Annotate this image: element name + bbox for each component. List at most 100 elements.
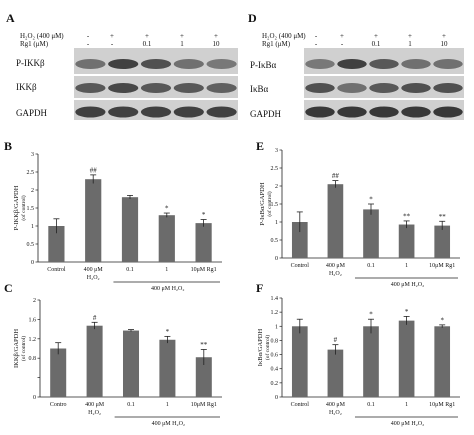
significance-marker: ** <box>403 212 411 220</box>
y-tick-label: 0.6 <box>271 353 279 359</box>
bar <box>434 225 451 258</box>
blot-label-p-ikba: P-IκBα <box>250 60 277 70</box>
blot-band <box>369 106 399 118</box>
y-tick-label: 0 <box>31 260 34 266</box>
y-tick-label: 0.5 <box>27 242 35 248</box>
y-tick-label: 1 <box>31 224 34 230</box>
lane-rg1-value: - <box>111 40 114 48</box>
lane-h2o2-value: + <box>145 32 149 40</box>
x-tick-label: 0.1 <box>367 402 375 408</box>
blot-band <box>401 83 431 93</box>
blot-band <box>369 83 399 93</box>
lane-rg1-value: - <box>315 40 318 48</box>
significance-marker: * <box>165 205 169 213</box>
lane-h2o2-value: + <box>180 32 184 40</box>
blot-band <box>305 83 335 93</box>
group-label: 400 μM H₂O₂ <box>152 421 185 427</box>
x-tick-label: 1 <box>166 402 169 408</box>
bar <box>122 330 140 397</box>
x-tick-label: 400 μM <box>85 402 105 408</box>
blot-label-gapdh-a: GAPDH <box>16 108 48 118</box>
blot-label-ikkb: IKKβ <box>16 82 37 92</box>
blot-band <box>433 59 463 69</box>
blot-band <box>140 83 172 93</box>
panel-d-h2o2-label: H₂O₂ (400 μM) <box>262 32 306 40</box>
blot-band <box>173 106 204 118</box>
x-tick-label: Control <box>291 402 310 408</box>
bar <box>434 326 451 397</box>
lane-h2o2-value: + <box>110 32 114 40</box>
y-tick-label: 0 <box>33 395 36 401</box>
y-axis-sublabel: (of control) <box>20 336 27 361</box>
x-tick-sublabel: H₂O₂ <box>88 410 101 416</box>
blot-band <box>206 59 237 69</box>
blot-band <box>337 106 367 118</box>
x-tick-label: Control <box>47 267 66 273</box>
significance-marker: # <box>93 314 97 322</box>
blot-band <box>108 59 139 69</box>
lane-rg1-value: 10 <box>441 40 449 48</box>
lane-h2o2-value: + <box>442 32 446 40</box>
y-axis-sublabel: (of control) <box>20 195 27 220</box>
lane-rg1-value: 0.1 <box>372 40 381 48</box>
x-tick-sublabel: H₂O₂ <box>87 275 100 281</box>
y-tick-label: 0 <box>275 256 278 262</box>
blot-band <box>108 83 139 93</box>
y-axis-label: IκBα/GAPDH <box>257 329 264 367</box>
panel-letter-d: D <box>248 11 257 25</box>
blot-band <box>433 106 463 118</box>
bar <box>48 226 65 262</box>
significance-marker: ## <box>90 166 98 174</box>
lane-h2o2-value: + <box>374 32 378 40</box>
bar <box>86 325 103 397</box>
x-tick-label: Contro <box>50 402 67 408</box>
blot-band <box>206 106 237 118</box>
significance-marker: * <box>369 196 373 204</box>
significance-marker: * <box>202 211 206 219</box>
blot-band <box>75 83 106 93</box>
bar <box>363 326 379 397</box>
blot-band <box>140 106 172 118</box>
panel-a-h2o2-label: H₂O₂ (400 μM) <box>20 32 64 40</box>
x-tick-label: 1 <box>405 263 408 269</box>
y-tick-label: 3 <box>275 148 278 154</box>
bar <box>195 223 212 262</box>
y-tick-label: 2 <box>33 298 36 304</box>
panel-letter: B <box>4 139 12 153</box>
y-tick-label: 1.6 <box>29 317 37 323</box>
blot-band <box>173 59 204 69</box>
significance-marker: # <box>334 336 338 344</box>
panel-letter-a: A <box>6 11 15 25</box>
significance-marker: * <box>440 316 444 324</box>
x-tick-label: 0.1 <box>127 402 135 408</box>
x-tick-label: 10μM Rg1 <box>191 402 217 408</box>
blot-band <box>305 106 335 118</box>
bar <box>85 179 102 262</box>
panel-a-rg1-label: Rg1 (μM) <box>20 40 49 48</box>
x-tick-sublabel: H₂O₂ <box>329 271 342 277</box>
significance-marker: * <box>405 308 409 316</box>
y-tick-label: 1 <box>275 324 278 330</box>
group-label: 400 μM H₂O₂ <box>391 421 424 427</box>
x-tick-label: 0.1 <box>126 267 134 273</box>
blot-panel-d: D H₂O₂ (400 μM) Rg1 (μM) - + + + +- -0.1 1 10 P… <box>248 11 464 124</box>
y-tick-label: 2 <box>31 188 34 194</box>
blot-panel-a: A H₂O₂ (400 μM) Rg1 (μM) - + + + +- -0.1 1 10 P… <box>6 11 238 124</box>
blot-band <box>369 59 399 69</box>
x-tick-label: 10μM Rg1 <box>429 263 455 269</box>
lane-rg1-value: - <box>341 40 344 48</box>
x-tick-label: 0.1 <box>367 263 375 269</box>
y-tick-label: 1.2 <box>271 310 279 316</box>
blot-band <box>337 83 367 93</box>
chart-b: B 0 0.5 1 1.5 2 2.5 3 P-IKKβ/GAPDH (of control) Co… <box>4 139 222 292</box>
blot-band <box>75 106 106 118</box>
chart-e: E 0 0.5 1 1.5 2 2.5 3 P-IκBα/GAPDH (of control) Co… <box>256 139 460 288</box>
y-tick-label: 1 <box>275 220 278 226</box>
blot-label-p-ikkb: P-IKKβ <box>16 58 45 68</box>
x-tick-label: 400 μM <box>326 263 346 269</box>
chart-c: C 0 0.8 1.2 1.6 2 IKKβ/GAPDH (of control) Contro… <box>4 281 222 427</box>
bar <box>195 357 212 397</box>
lane-h2o2-value: + <box>340 32 344 40</box>
x-tick-label: 10μM Rg1 <box>429 402 455 408</box>
